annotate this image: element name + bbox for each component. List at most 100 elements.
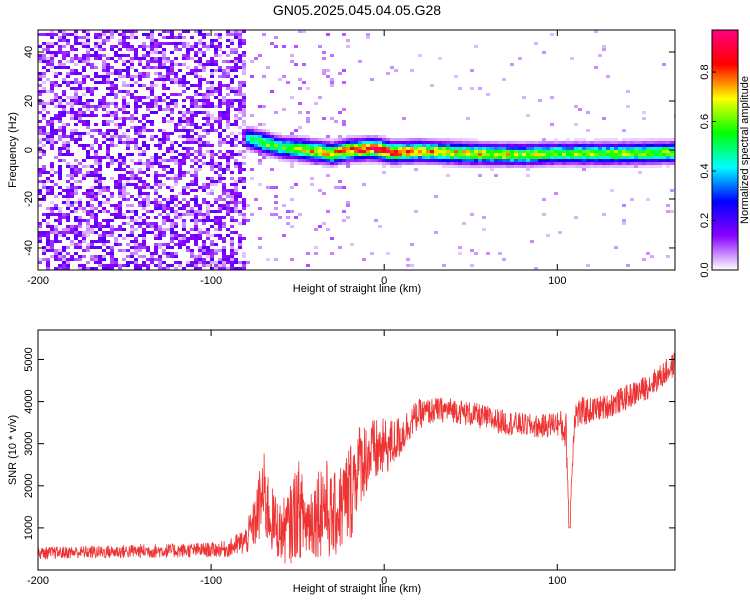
heatmap-cell (522, 150, 526, 153)
heatmap-cell (58, 96, 62, 99)
heatmap-cell (318, 189, 322, 192)
heatmap-cell (138, 177, 142, 180)
heatmap-cell (210, 156, 214, 159)
heatmap-cell (74, 258, 78, 261)
heatmap-cell (186, 129, 190, 132)
heatmap-cell (550, 141, 554, 144)
heatmap-cell (54, 213, 58, 216)
heatmap-cell (74, 132, 78, 135)
heatmap-cell (54, 219, 58, 222)
heatmap-cell (162, 231, 166, 234)
heatmap-cell (330, 252, 334, 255)
heatmap-cell (294, 147, 298, 150)
heatmap-cell (110, 135, 114, 138)
heatmap-cell (278, 144, 282, 147)
heatmap-cell (154, 57, 158, 60)
heatmap-cell (502, 141, 506, 144)
heatmap-cell (594, 147, 598, 150)
heatmap-cell (186, 81, 190, 84)
heatmap-cell (82, 147, 86, 150)
heatmap-cell (234, 114, 238, 117)
heatmap-cell (414, 210, 418, 213)
heatmap-cell (150, 156, 154, 159)
heatmap-cell (122, 162, 126, 165)
heatmap-cell (234, 93, 238, 96)
heatmap-cell (390, 165, 394, 168)
heatmap-cell (82, 210, 86, 213)
heatmap-cell (282, 150, 286, 153)
heatmap-cell (578, 159, 582, 162)
heatmap-cell (170, 198, 174, 201)
heatmap-cell (94, 177, 98, 180)
heatmap-cell (414, 144, 418, 147)
heatmap-cell (218, 195, 222, 198)
heatmap-cell (350, 135, 354, 138)
heatmap-cell (214, 210, 218, 213)
heatmap-cell (470, 249, 474, 252)
heatmap-cell (86, 57, 90, 60)
heatmap-cell (114, 144, 118, 147)
heatmap-cell (494, 150, 498, 153)
heatmap-cell (458, 246, 462, 249)
heatmap-cell (294, 159, 298, 162)
heatmap-cell (178, 63, 182, 66)
heatmap-cell (86, 249, 90, 252)
heatmap-cell (114, 210, 118, 213)
heatmap-cell (610, 150, 614, 153)
heatmap-cell (222, 207, 226, 210)
heatmap-cell (230, 141, 234, 144)
heatmap-cell (550, 96, 554, 99)
heatmap-cell (474, 165, 478, 168)
heatmap-cell (162, 30, 166, 33)
heatmap-cell (310, 141, 314, 144)
heatmap-cell (242, 201, 246, 204)
heatmap-cell (174, 123, 178, 126)
heatmap-cell (442, 153, 446, 156)
heatmap-cell (210, 39, 214, 42)
heatmap-cell (106, 147, 110, 150)
heatmap-cell (318, 45, 322, 48)
heatmap-cell (130, 168, 134, 171)
heatmap-cell (282, 156, 286, 159)
heatmap-cell (150, 222, 154, 225)
heatmap-cell (110, 36, 114, 39)
heatmap-cell (298, 159, 302, 162)
heatmap-cell (570, 144, 574, 147)
heatmap-cell (86, 30, 90, 33)
heatmap-cell (262, 153, 266, 156)
heatmap-cell (102, 69, 106, 72)
heatmap-cell (470, 165, 474, 168)
heatmap-cell (342, 120, 346, 123)
heatmap-cell (306, 144, 310, 147)
heatmap-cell (170, 207, 174, 210)
heatmap-cell (194, 174, 198, 177)
heatmap-cell (230, 33, 234, 36)
heatmap-cell (222, 69, 226, 72)
heatmap-cell (226, 45, 230, 48)
heatmap-cell (158, 66, 162, 69)
heatmap-cell (98, 129, 102, 132)
heatmap-cell (282, 204, 286, 207)
heatmap-cell (166, 36, 170, 39)
heatmap-cell (94, 213, 98, 216)
heatmap-cell (82, 75, 86, 78)
heatmap-cell (266, 144, 270, 147)
heatmap-cell (382, 156, 386, 159)
heatmap-cell (126, 165, 130, 168)
heatmap-cell (74, 210, 78, 213)
heatmap-cell (94, 207, 98, 210)
heatmap-cell (194, 54, 198, 57)
heatmap-cell (46, 231, 50, 234)
heatmap-cell (434, 156, 438, 159)
heatmap-cell (314, 150, 318, 153)
heatmap-cell (154, 84, 158, 87)
heatmap-cell (66, 153, 70, 156)
heatmap-cell (74, 189, 78, 192)
heatmap-cell (118, 156, 122, 159)
heatmap-cell (338, 135, 342, 138)
heatmap-cell (346, 162, 350, 165)
heatmap-cell (602, 213, 606, 216)
heatmap-cell (614, 138, 618, 141)
heatmap-cell (626, 105, 630, 108)
heatmap-cell (74, 48, 78, 51)
